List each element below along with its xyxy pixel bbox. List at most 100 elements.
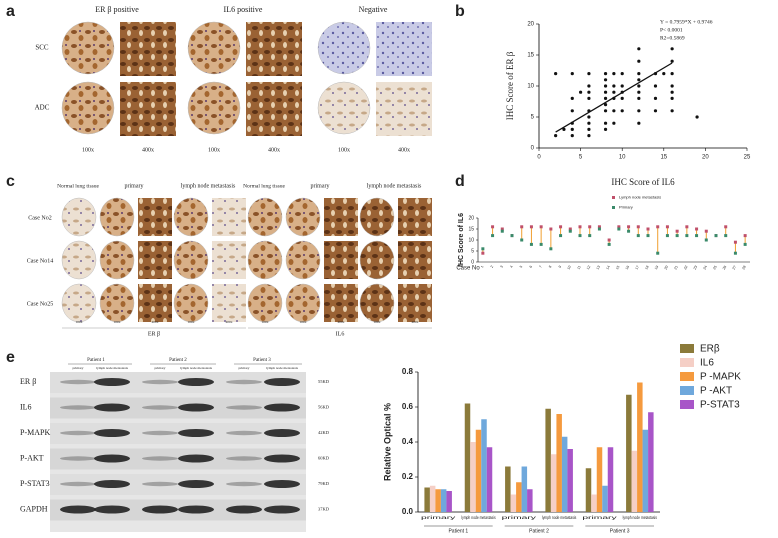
blot-band [264, 505, 300, 514]
blot-band [94, 429, 130, 437]
legend-label: ERβ [700, 344, 720, 355]
point [612, 121, 616, 125]
bar [464, 403, 471, 512]
magnification: 400x [226, 320, 233, 324]
x-tick-label: 8 [548, 265, 552, 269]
dot [675, 234, 679, 238]
dot [646, 227, 650, 231]
point [620, 72, 624, 76]
dot [481, 251, 485, 255]
dot [617, 227, 621, 231]
magnification: 400x [142, 147, 154, 153]
blot-band [226, 505, 262, 514]
tissue-core [317, 21, 371, 75]
y-tick-label: 0.2 [402, 472, 414, 481]
legend-swatch [612, 206, 615, 209]
dot [481, 247, 485, 251]
blot-strip [50, 499, 306, 521]
blot-band [178, 429, 214, 437]
bar [631, 450, 638, 512]
magnification: 400x [268, 147, 280, 153]
legend-swatch [680, 372, 694, 381]
dot [549, 247, 553, 251]
point [637, 47, 641, 51]
dot [636, 225, 640, 229]
x-tick-label: 7 [538, 265, 542, 269]
dot [559, 234, 563, 238]
tissue-core [285, 240, 321, 280]
point [603, 78, 608, 82]
point [612, 109, 616, 113]
blot-band [94, 505, 130, 514]
x-tick-label: 26 [722, 265, 727, 270]
micrograph [398, 241, 432, 279]
blot-strip [50, 474, 306, 495]
dot [656, 225, 660, 229]
column-header: ER β positive [95, 5, 139, 14]
x-axis-label: IHC Score of IL6 [611, 177, 675, 187]
point [612, 84, 616, 88]
point [587, 115, 591, 119]
magnification: 100x [374, 320, 381, 324]
x-tick-label: 23 [693, 265, 698, 270]
legend-label: P -MAPK [700, 372, 741, 383]
dot [665, 234, 669, 238]
dot [500, 227, 504, 231]
dot [695, 234, 699, 238]
micrograph [138, 198, 172, 236]
lane-label: lymph node metastasis [180, 366, 213, 370]
bar [591, 494, 597, 512]
dot [491, 234, 495, 238]
dot [588, 225, 592, 229]
blot-strip [50, 448, 306, 470]
point [603, 90, 608, 94]
micrograph [376, 82, 432, 136]
point [570, 72, 574, 76]
point [637, 84, 641, 88]
point [587, 84, 591, 88]
dot [549, 227, 553, 231]
tissue-core [173, 283, 209, 323]
micrograph [376, 22, 432, 76]
point [637, 96, 641, 100]
bar [607, 447, 614, 512]
legend-label: Primary [619, 205, 633, 210]
point [587, 134, 591, 138]
blot-band [264, 429, 300, 437]
y-tick-label: 10 [527, 84, 534, 90]
dot [539, 225, 543, 229]
bar [637, 382, 643, 512]
y-tick-label: 5 [471, 248, 474, 254]
point [653, 84, 658, 88]
point [603, 109, 608, 113]
point [587, 127, 591, 131]
blot-band [264, 454, 300, 463]
dot [588, 234, 592, 238]
tissue-core [317, 81, 371, 135]
micrograph [398, 284, 432, 322]
micrograph [324, 241, 358, 279]
dot [646, 234, 650, 238]
panel-label: a [6, 3, 15, 20]
point [570, 109, 574, 113]
y-axis-label: Relative Optical % [382, 403, 392, 481]
point [612, 72, 616, 76]
blot-band [60, 430, 96, 436]
y-tick-label: 0.0 [402, 507, 414, 516]
row-label: ADC [35, 104, 50, 112]
y-axis-label: IHC Score of IL6 [458, 213, 465, 267]
micrograph [212, 241, 246, 279]
tissue-core [61, 81, 115, 135]
bar [642, 429, 649, 512]
y-tick-label: 20 [468, 215, 474, 221]
y-tick-label: 0 [471, 259, 474, 265]
x-tick-label: 28 [741, 265, 746, 270]
dot [559, 225, 563, 229]
dot [491, 225, 495, 229]
bar [521, 466, 528, 512]
legend-swatch [680, 400, 694, 409]
dot [617, 225, 621, 229]
y-tick-label: 0.8 [402, 367, 414, 376]
point [670, 47, 674, 51]
y-axis-label: IHC Score of ER β [505, 51, 515, 120]
